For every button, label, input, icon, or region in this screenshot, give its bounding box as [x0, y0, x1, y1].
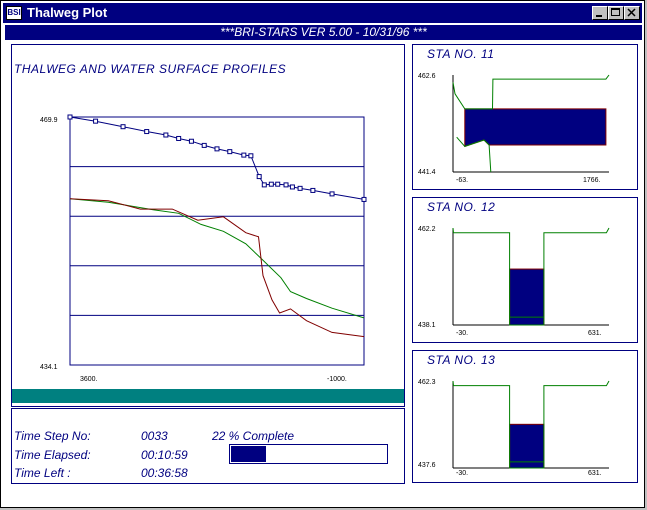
percent-complete: 22 % Complete: [212, 429, 295, 443]
minimize-icon: [596, 15, 602, 17]
thalweg-point-marker: [67, 114, 73, 120]
bed-profile-line: [69, 198, 365, 338]
close-button[interactable]: [624, 6, 640, 20]
section-11-y-bottom: 441.4: [418, 169, 436, 176]
profile-y-top-label: 469.9: [40, 117, 58, 124]
thalweg-point-marker: [120, 124, 126, 130]
thalweg-point-marker: [256, 174, 262, 180]
status-panel: Time Step No: 0033 22 % Complete Time El…: [11, 408, 405, 484]
section-12-x-left: -30.: [456, 330, 469, 337]
section-title-sta-12: STA NO. 12: [427, 200, 496, 214]
maximize-icon: [611, 8, 620, 16]
thalweg-point-marker: [310, 187, 316, 193]
thalweg-point-marker: [329, 191, 335, 197]
thalweg-point-marker: [297, 185, 303, 191]
time-left-label: Time Left :: [14, 466, 71, 480]
minimize-button[interactable]: [592, 6, 608, 20]
profile-x-left-label: 3600.: [80, 376, 98, 383]
thalweg-point-marker: [261, 182, 267, 188]
thalweg-point-marker: [214, 146, 220, 152]
section-13-x-right: 631.: [588, 470, 602, 477]
thalweg-point-marker: [201, 142, 207, 148]
profile-panel: THALWEG AND WATER SURFACE PROFILES 469.9…: [11, 44, 405, 407]
section-13-y-bottom: 437.6: [418, 462, 436, 469]
section-panel-sta-13: STA NO. 13 462.3 437.6 -30. 631.: [412, 350, 638, 483]
progress-bar: [229, 444, 388, 464]
time-step-label: Time Step No:: [14, 429, 91, 443]
section-11-x-left: -63.: [456, 177, 469, 184]
section-11-water-fill: [464, 108, 607, 148]
thalweg-point-marker: [144, 129, 150, 135]
thalweg-point-marker: [289, 184, 295, 190]
section-11-ground-line-1: [456, 136, 492, 173]
profile-y-bottom-label: 434.1: [40, 364, 58, 371]
section-12-y-bottom: 438.1: [418, 322, 436, 329]
time-elapsed-value: 00:10:59: [141, 448, 188, 462]
profile-chart: [67, 114, 367, 366]
section-chart-sta-13: [452, 380, 610, 469]
thalweg-point-marker: [361, 196, 367, 202]
section-11-y-top: 462.6: [418, 73, 436, 80]
thalweg-point-marker: [275, 181, 281, 187]
section-panel-sta-12: STA NO. 12 462.2 438.1 -30. 631.: [412, 197, 638, 343]
profile-title: THALWEG AND WATER SURFACE PROFILES: [14, 62, 287, 76]
section-title-sta-11: STA NO. 11: [427, 47, 495, 61]
profile-x-right-label: -1000.: [327, 376, 347, 383]
section-11-ground-line-0: [452, 74, 610, 110]
section-13-x-left: -30.: [456, 470, 469, 477]
thalweg-point-marker: [93, 118, 99, 124]
maximize-button[interactable]: [608, 6, 624, 20]
title-bar[interactable]: BSI Thalweg Plot: [3, 3, 642, 23]
section-13-y-top: 462.3: [418, 379, 436, 386]
section-chart-sta-12: [452, 227, 610, 326]
thalweg-line: [69, 116, 365, 200]
thalweg-point-marker: [283, 182, 289, 188]
section-title-sta-13: STA NO. 13: [427, 353, 496, 367]
profile-plot-frame: [69, 116, 365, 366]
thalweg-point-marker: [227, 149, 233, 155]
thalweg-point-marker: [176, 135, 182, 141]
section-chart-sta-11: [452, 74, 610, 173]
thalweg-point-marker: [241, 152, 247, 158]
teal-separator-bar: [12, 389, 404, 403]
thalweg-point-marker: [268, 181, 274, 187]
thalweg-point-marker: [188, 138, 194, 144]
version-banner: ***BRI-STARS VER 5.00 - 10/31/96 ***: [5, 25, 642, 40]
close-icon: [627, 8, 636, 17]
thalweg-point-marker: [248, 153, 254, 159]
time-step-value: 0033: [141, 429, 168, 443]
app-icon[interactable]: BSI: [6, 6, 22, 20]
progress-bar-fill: [231, 446, 266, 462]
section-12-y-top: 462.2: [418, 226, 436, 233]
thalweg-point-marker: [163, 132, 169, 138]
window-title: Thalweg Plot: [27, 5, 108, 20]
section-11-x-right: 1766.: [583, 177, 601, 184]
section-12-ground-line-0: [452, 227, 610, 326]
water-surface-line: [69, 198, 365, 319]
time-elapsed-label: Time Elapsed:: [14, 448, 91, 462]
section-12-water-fill: [509, 268, 545, 326]
time-left-value: 00:36:58: [141, 466, 188, 480]
section-12-x-right: 631.: [588, 330, 602, 337]
section-13-ground-line-0: [452, 380, 610, 469]
section-panel-sta-11: STA NO. 11 462.6 441.4 -63. 1766.: [412, 44, 638, 190]
